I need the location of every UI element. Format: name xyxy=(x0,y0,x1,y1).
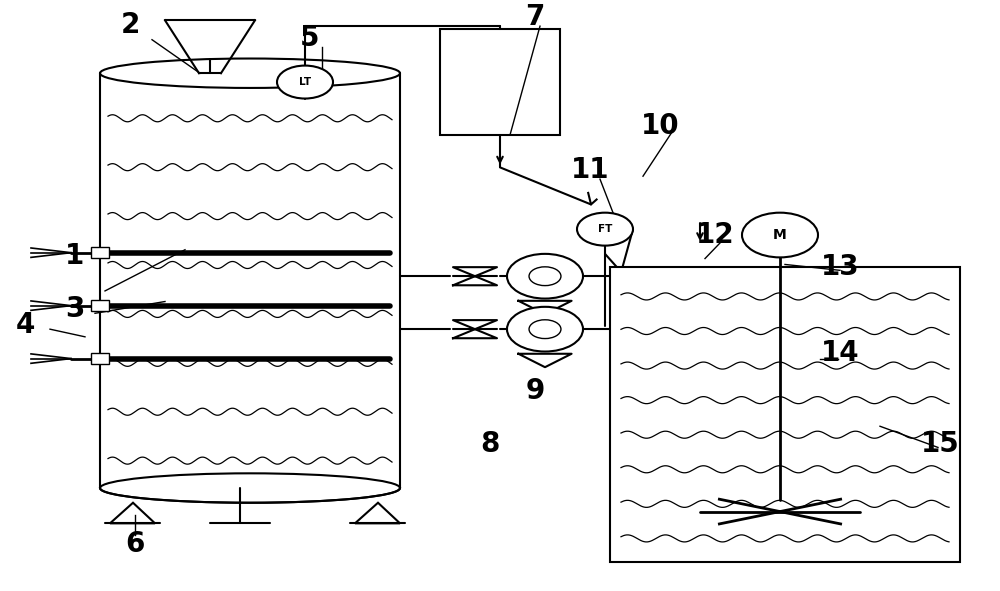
Text: 14: 14 xyxy=(821,339,859,366)
Text: FT: FT xyxy=(598,224,612,234)
Text: 15: 15 xyxy=(921,430,959,458)
Circle shape xyxy=(507,254,583,298)
Text: LT: LT xyxy=(299,77,311,87)
Bar xyxy=(440,29,560,135)
Ellipse shape xyxy=(100,473,400,503)
Text: 13: 13 xyxy=(821,254,859,281)
Circle shape xyxy=(507,307,583,352)
Text: 11: 11 xyxy=(571,156,609,184)
Bar xyxy=(610,267,960,561)
Bar xyxy=(91,300,109,311)
Bar xyxy=(91,248,109,258)
Text: 6: 6 xyxy=(125,530,145,558)
Text: 2: 2 xyxy=(120,11,140,39)
Circle shape xyxy=(577,213,633,246)
Text: 8: 8 xyxy=(480,430,500,458)
Text: 12: 12 xyxy=(696,221,734,249)
Text: 9: 9 xyxy=(525,377,545,405)
Text: 10: 10 xyxy=(641,112,679,140)
Text: 7: 7 xyxy=(525,4,545,31)
Text: 4: 4 xyxy=(15,311,35,339)
Bar xyxy=(91,353,109,364)
Text: 1: 1 xyxy=(65,242,85,269)
Text: M: M xyxy=(773,228,787,242)
Circle shape xyxy=(742,213,818,258)
Text: 5: 5 xyxy=(300,24,320,52)
Circle shape xyxy=(277,66,333,99)
Text: 3: 3 xyxy=(65,294,85,323)
